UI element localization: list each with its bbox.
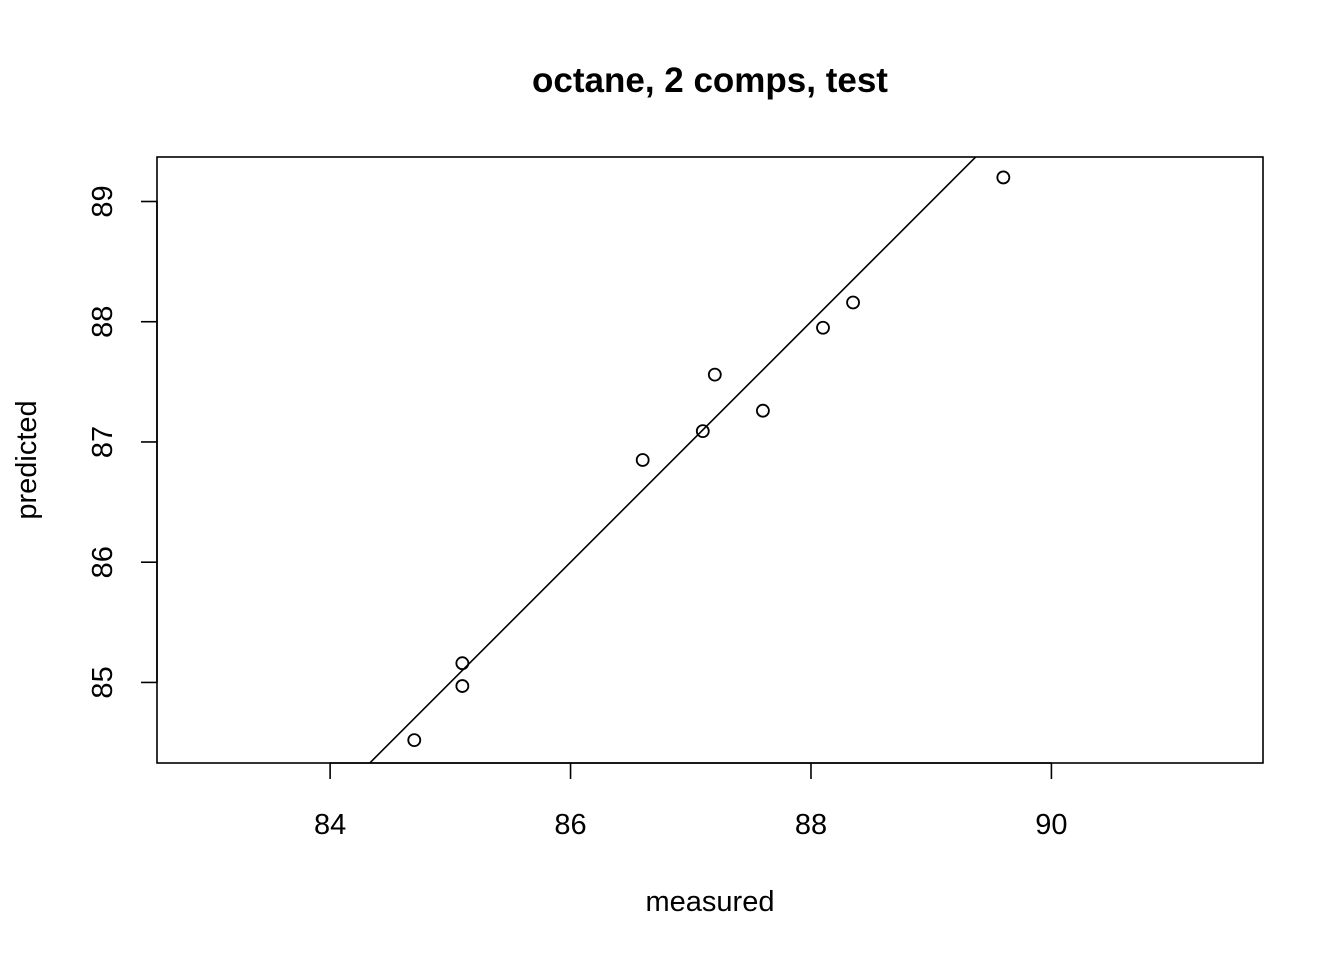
y-tick-label: 89 (87, 185, 119, 217)
y-axis-label: predicted (11, 400, 43, 519)
data-point (455, 679, 470, 693)
data-point (455, 656, 470, 671)
data-point (695, 424, 710, 439)
x-axis-label: measured (646, 886, 775, 918)
x-tick-label: 88 (795, 809, 827, 841)
data-point (707, 367, 722, 382)
y-tick-label: 85 (87, 666, 119, 698)
y-tick-label: 88 (87, 306, 119, 338)
y-axis: 85 86 87 88 89 (87, 185, 158, 699)
y-tick-label: 87 (87, 426, 119, 458)
x-tick-label: 90 (1035, 809, 1067, 841)
plot-area-frame (156, 156, 1264, 764)
x-axis: 84 86 88 90 (314, 762, 1068, 841)
x-tick-label: 86 (554, 809, 586, 841)
y-tick-label: 86 (87, 546, 119, 578)
reference-line-group (368, 157, 977, 763)
data-point (755, 403, 770, 418)
data-point (846, 295, 860, 310)
reference-line (368, 157, 977, 763)
x-tick-label: 84 (314, 809, 346, 841)
chart-title: octane, 2 comps, test (532, 61, 888, 100)
data-point (816, 320, 830, 335)
data-point (635, 453, 650, 467)
data-point (407, 733, 422, 748)
data-point (996, 170, 1011, 185)
data-points (407, 170, 1011, 748)
